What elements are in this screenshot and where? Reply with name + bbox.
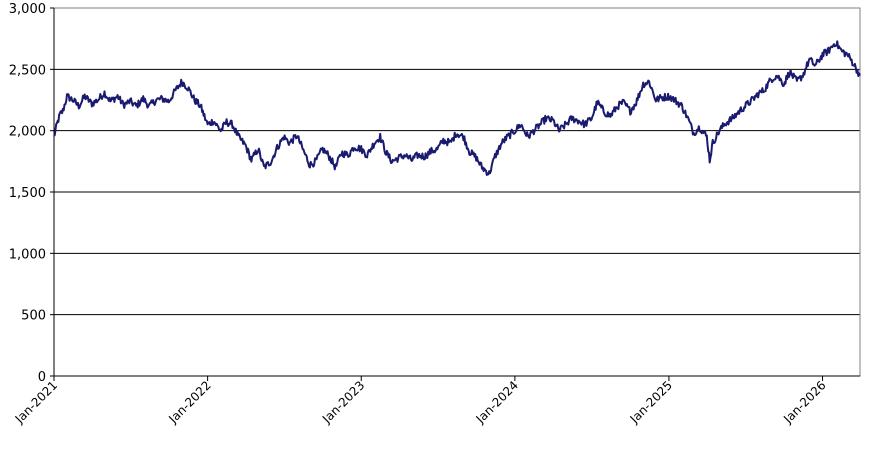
y-tick-label: 1,000 bbox=[9, 247, 46, 262]
y-tick-label: 0 bbox=[38, 370, 46, 385]
y-tick-labels: 0 500 1,000 1,500 2,000 2,500 3,000 bbox=[9, 2, 46, 385]
x-tick-label: Jan-2023 bbox=[319, 378, 367, 426]
series-line bbox=[53, 40, 861, 176]
y-tick-label: 2,500 bbox=[9, 63, 46, 78]
y-tick-label: 3,000 bbox=[9, 2, 46, 17]
y-tick-label: 500 bbox=[21, 309, 46, 324]
series-layer bbox=[53, 40, 861, 176]
x-tick-label: Jan-2021 bbox=[12, 378, 60, 426]
x-tick-label: Jan-2025 bbox=[627, 378, 675, 426]
y-tick-label: 2,000 bbox=[9, 125, 46, 140]
x-tick-label: Jan-2022 bbox=[165, 378, 213, 426]
grid-layer bbox=[54, 68, 860, 316]
axis-layer bbox=[50, 7, 860, 381]
y-tick-label: 1,500 bbox=[9, 186, 46, 201]
x-tick-labels: Jan-2021 Jan-2022 Jan-2023 Jan-2024 Jan-2025… bbox=[12, 378, 829, 426]
x-tick-label: Jan-2026 bbox=[780, 378, 828, 426]
x-tick-label: Jan-2024 bbox=[473, 378, 521, 426]
